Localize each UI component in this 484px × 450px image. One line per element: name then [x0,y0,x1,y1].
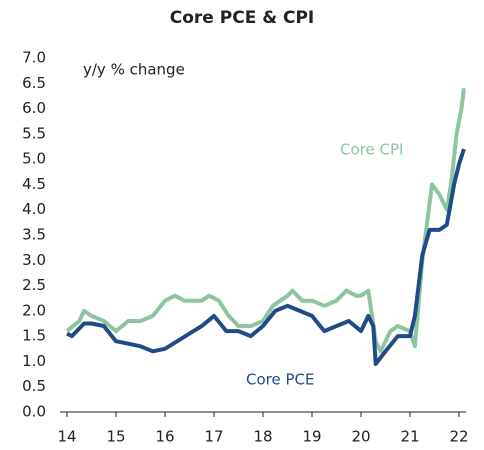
y-tick-label: 1.0 [22,352,46,370]
x-tick-label: 19 [302,428,321,446]
y-tick-label: 4.0 [22,200,46,218]
line [65,88,466,354]
chart-title: Core PCE & CPI [170,8,314,28]
series-label: Core CPI [340,141,403,159]
y-tick-label: 3.0 [22,251,46,269]
y-tick-label: 2.5 [22,276,46,294]
line [66,148,466,366]
x-tick-label: 16 [155,428,174,446]
y-tick-label: 6.0 [22,99,46,117]
axis-note: y/y % change [83,61,185,79]
y-tick-label: 5.0 [22,150,46,168]
y-tick-label: 0.5 [22,377,46,395]
y-tick-label: 0.0 [22,403,46,421]
y-tick-label: 6.5 [22,74,46,92]
x-tick-label: 15 [106,428,125,446]
y-tick-label: 7.0 [22,49,46,67]
x-tick-label: 20 [351,428,370,446]
y-tick-label: 4.5 [22,175,46,193]
y-tick-label: 5.5 [22,124,46,142]
y-tick-label: 3.5 [22,226,46,244]
series-label: Core PCE [246,371,314,389]
x-tick-label: 21 [400,428,419,446]
y-tick-label: 1.5 [22,327,46,345]
x-tick-label: 22 [449,428,468,446]
x-tick-label: 14 [57,428,76,446]
x-tick-label: 18 [253,428,272,446]
y-tick-label: 2.0 [22,301,46,319]
x-tick-label: 17 [204,428,223,446]
